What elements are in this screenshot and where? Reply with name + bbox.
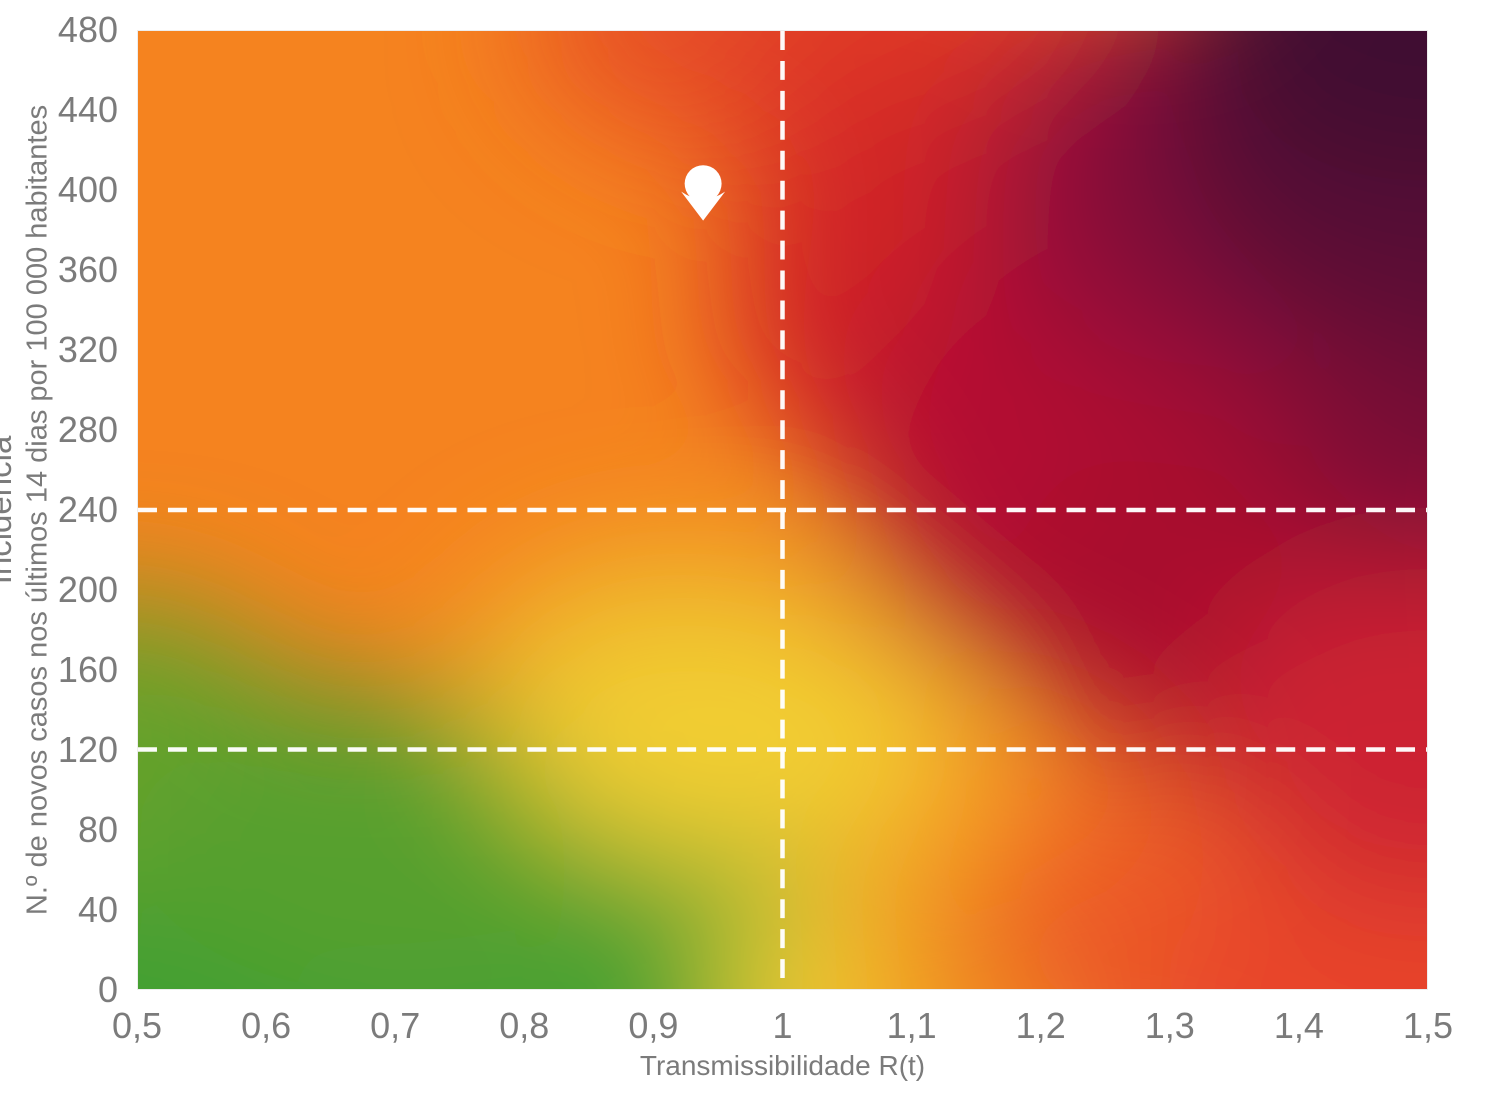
y-tick-label: 160: [57, 649, 118, 690]
y-tick-label: 0: [97, 969, 118, 1010]
y-tick-label: 280: [57, 409, 118, 450]
x-tick-label: 0,8: [499, 1005, 550, 1046]
y-tick-label: 360: [57, 249, 118, 290]
y-axis-title-wrap: N.º de novos casos nos últimos 14 dias p…: [18, 30, 58, 990]
x-axis-title: Transmissibilidade R(t): [639, 1050, 926, 1081]
heatmap-surface: [138, 31, 1427, 989]
x-tick-label: 1,1: [886, 1005, 937, 1046]
y-axis-outer-title-wrap: Incidência: [0, 30, 19, 990]
x-tick-label: 0,9: [628, 1005, 679, 1046]
reference-lines: [138, 31, 1427, 989]
x-tick-label: 1,4: [1273, 1005, 1324, 1046]
x-tick-label: 1,2: [1015, 1005, 1066, 1046]
pin-arrow-down: [681, 191, 726, 221]
y-tick-label: 80: [77, 809, 118, 850]
x-tick-label: 1,3: [1144, 1005, 1195, 1046]
x-tick-label: 1: [772, 1005, 793, 1046]
x-tick-label: 0,6: [241, 1005, 292, 1046]
x-tick-label: 1,5: [1402, 1005, 1454, 1046]
y-tick-label: 320: [57, 329, 118, 370]
heatmap-gradient-field: [138, 31, 1427, 989]
y-tick-label: 400: [57, 169, 118, 210]
y-tick-label: 480: [57, 9, 118, 50]
y-tick-label: 120: [57, 729, 118, 770]
x-tick-label: 0,7: [370, 1005, 421, 1046]
y-tick-label: 240: [57, 489, 118, 530]
pin-head: [684, 165, 722, 203]
y-tick-label: 40: [77, 889, 118, 930]
y-axis-title: N.º de novos casos nos últimos 14 dias p…: [21, 104, 54, 916]
x-tick-label: 0,5: [111, 1005, 163, 1046]
location-pin-marker: [681, 165, 726, 221]
plot-area: [137, 30, 1428, 990]
y-tick-label: 200: [57, 569, 118, 610]
y-axis-outer-title: Incidência: [0, 435, 18, 585]
y-tick-label: 440: [57, 89, 118, 130]
